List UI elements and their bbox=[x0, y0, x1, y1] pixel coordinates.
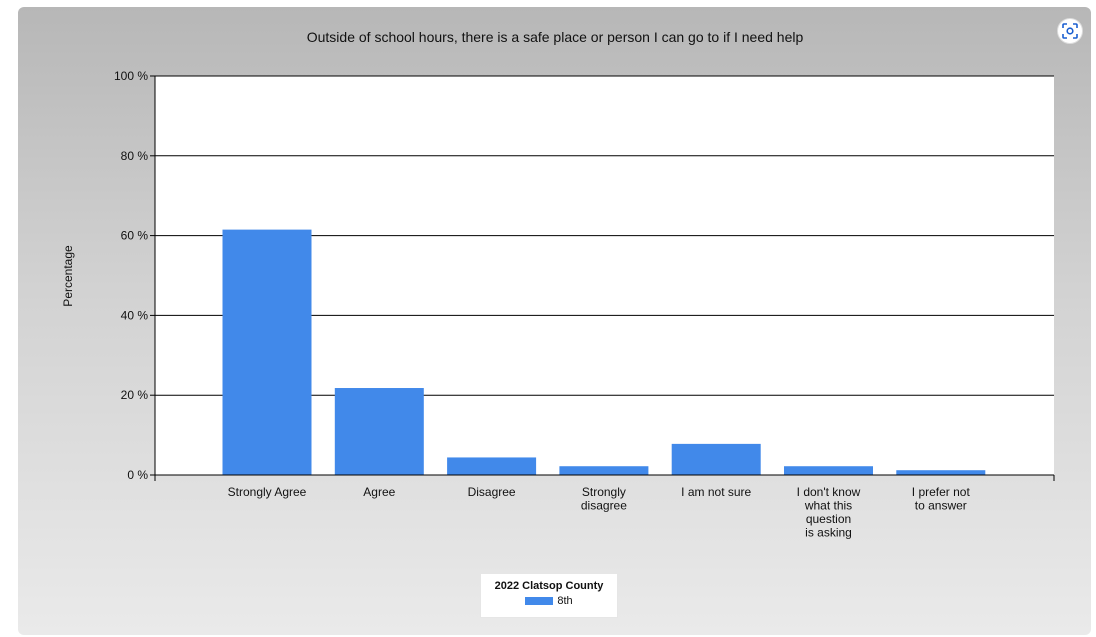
y-tick-label: 0 % bbox=[127, 468, 148, 482]
x-tick-label-line: Disagree bbox=[468, 485, 516, 499]
x-tick-label-line: I am not sure bbox=[681, 485, 751, 499]
x-tick-label: I am not sure bbox=[681, 485, 751, 499]
focus-mode-icon bbox=[1062, 23, 1078, 39]
x-tick-label: Strongly Agree bbox=[228, 485, 307, 499]
legend-label: 8th bbox=[557, 595, 573, 607]
x-tick-label-line: to answer bbox=[915, 499, 967, 513]
x-tick-label-line: I don't know bbox=[797, 485, 861, 499]
bar bbox=[559, 466, 649, 475]
bar bbox=[671, 443, 761, 475]
x-tick-label-line: question bbox=[806, 512, 851, 526]
bars bbox=[222, 229, 986, 475]
y-tick-label: 20 % bbox=[121, 388, 149, 402]
bar bbox=[896, 470, 986, 475]
x-tick-label: Agree bbox=[363, 485, 395, 499]
bar bbox=[334, 388, 424, 475]
y-tick-label: 80 % bbox=[121, 149, 149, 163]
x-tick-label-line: Strongly Agree bbox=[228, 485, 307, 499]
legend: 2022 Clatsop County 8th bbox=[480, 573, 618, 618]
x-tick-label-line: what this bbox=[804, 499, 852, 513]
x-tick-label-line: disagree bbox=[581, 499, 627, 513]
x-tick-label: I don't know what this question is asking bbox=[797, 485, 861, 540]
x-tick-label-line: Agree bbox=[363, 485, 395, 499]
y-tick-label: 60 % bbox=[121, 229, 149, 243]
x-tick-label-line: Strongly bbox=[582, 485, 626, 499]
bar bbox=[784, 466, 873, 475]
x-tick-label: Disagree bbox=[468, 485, 516, 499]
y-tick-label: 40 % bbox=[121, 308, 149, 322]
x-tick-label: I prefer not to answer bbox=[912, 485, 971, 513]
legend-swatch bbox=[525, 597, 554, 605]
x-tick-label: Strongly disagree bbox=[581, 485, 627, 513]
tick-labels: 0 % 20 % 40 % 60 % 80 % 100 % Strongly Agree Ag… bbox=[114, 69, 971, 540]
y-axis-label: Percentage bbox=[61, 245, 75, 307]
focus-mode-button[interactable] bbox=[1057, 18, 1083, 44]
x-tick-label-line: is asking bbox=[805, 526, 852, 540]
x-tick-label-line: I prefer not bbox=[912, 485, 971, 499]
bar bbox=[447, 457, 537, 475]
chart-title: Outside of school hours, there is a safe… bbox=[307, 29, 804, 45]
bar bbox=[222, 229, 312, 475]
legend-title: 2022 Clatsop County bbox=[494, 580, 604, 592]
axes bbox=[150, 75, 1055, 481]
legend-item: 8th bbox=[481, 595, 617, 607]
y-tick-label: 100 % bbox=[114, 69, 148, 83]
